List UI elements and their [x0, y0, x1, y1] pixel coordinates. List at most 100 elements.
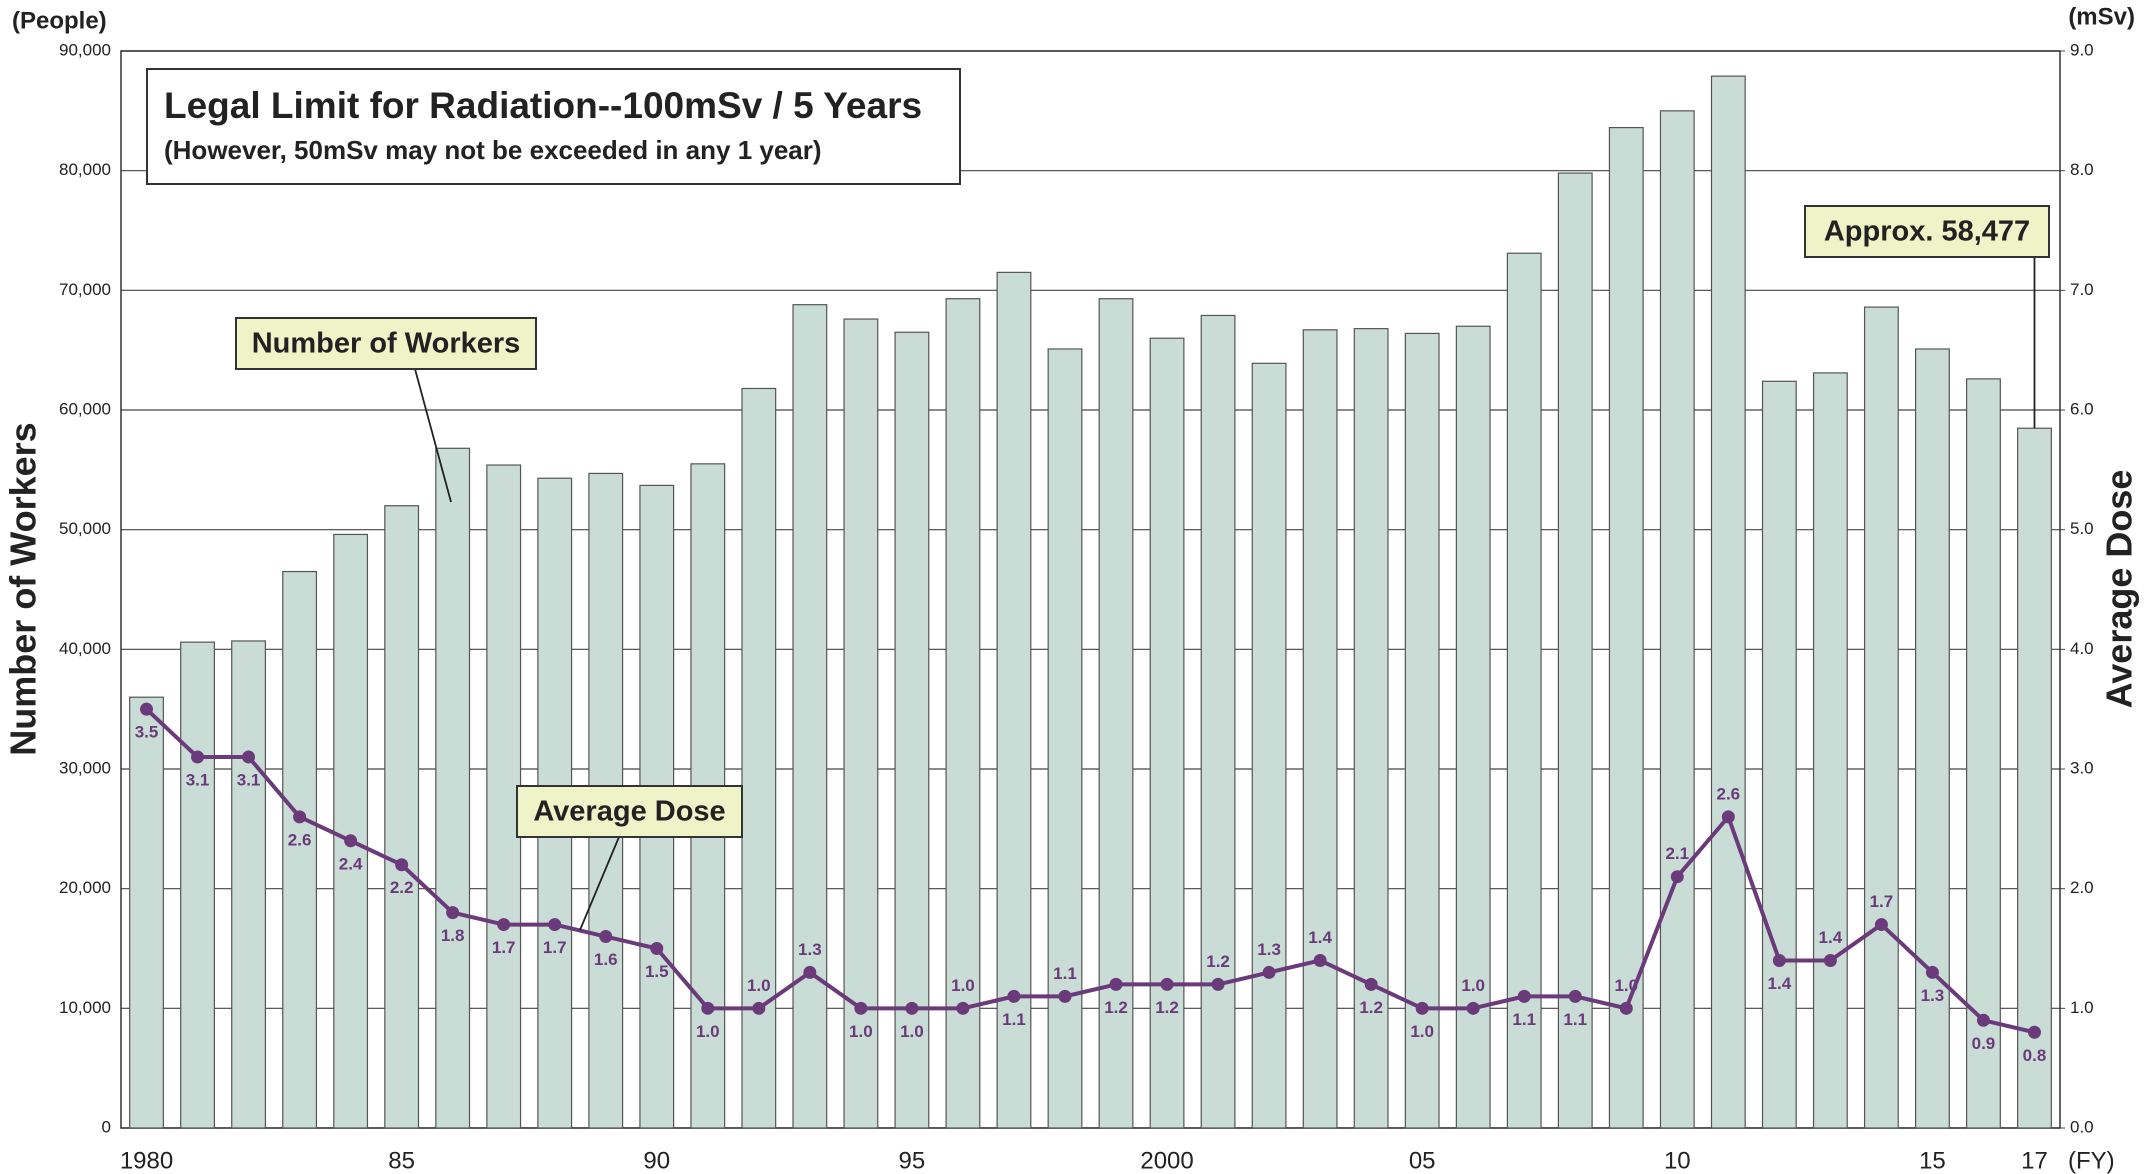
data-label: 1.0: [696, 1022, 720, 1041]
data-label: 1.8: [441, 926, 465, 945]
data-label: 1.2: [1155, 998, 1179, 1017]
point: [191, 750, 205, 764]
data-label: 1.6: [594, 950, 618, 969]
point: [1109, 977, 1123, 991]
data-label: 1.7: [492, 938, 516, 957]
workers-callout-box: [235, 317, 537, 370]
y-tick-label: 40,000: [59, 639, 111, 658]
y-tick-label: 60,000: [59, 399, 111, 418]
x-tick-label: 85: [388, 1147, 415, 1174]
data-label: 0.9: [1972, 1034, 1996, 1053]
bar: [1251, 362, 1287, 1129]
bar: [1302, 329, 1338, 1129]
bar: [1149, 337, 1185, 1129]
bar: [282, 570, 318, 1129]
y2-tick-label: 0.0: [2070, 1117, 2094, 1136]
point: [701, 1001, 715, 1015]
data-label: 1.2: [1104, 998, 1128, 1017]
point: [1058, 989, 1072, 1003]
bar: [1966, 378, 2001, 1129]
bar: [435, 447, 471, 1129]
y2-tick-label: 6.0: [2070, 399, 2094, 418]
point: [956, 1001, 970, 1015]
y-tick-label: 80,000: [59, 160, 111, 179]
data-label: 1.5: [645, 962, 669, 981]
bar: [2017, 427, 2052, 1129]
y2-tick-label: 5.0: [2070, 519, 2094, 538]
bar: [1506, 252, 1542, 1129]
point: [497, 918, 511, 932]
bar: [843, 318, 879, 1129]
data-label: 1.3: [1257, 940, 1281, 959]
line: [145, 707, 2035, 1035]
y2-tick-label: 1.0: [2070, 998, 2094, 1017]
chart-title: Legal Limit for Radiation--100mSv / 5 Ye…: [164, 85, 922, 126]
data-label: 1.1: [1512, 1010, 1536, 1029]
y2-unit: (mSv): [2068, 3, 2135, 30]
y2-tick-label: 2.0: [2070, 878, 2094, 897]
bar: [384, 505, 420, 1129]
y-tick-label: 50,000: [59, 519, 111, 538]
point: [1364, 977, 1378, 991]
point: [1874, 918, 1888, 932]
point: [905, 1001, 919, 1015]
x-tick-label: 15: [1919, 1147, 1946, 1174]
y2-tick-label: 4.0: [2070, 639, 2094, 658]
title-box: [146, 68, 961, 185]
dose-callout-box: [516, 785, 743, 838]
data-label: 1.1: [1563, 1010, 1587, 1029]
point: [548, 918, 562, 932]
point: [1313, 953, 1327, 967]
x-tick-label: 10: [1664, 1147, 1691, 1174]
data-label: 1.2: [1359, 998, 1383, 1017]
data-label: 1.1: [1053, 964, 1077, 983]
x-tick-label: 95: [899, 1147, 926, 1174]
data-label: 1.4: [1819, 928, 1843, 947]
point: [1568, 989, 1582, 1003]
bar: [486, 464, 522, 1129]
point: [344, 834, 358, 848]
point: [1670, 870, 1684, 884]
point: [803, 965, 817, 979]
point: [599, 930, 613, 944]
data-label: 0.8: [2023, 1046, 2047, 1065]
bar: [231, 640, 267, 1129]
bar: [333, 533, 369, 1129]
workers-callout: Number of Workers: [252, 328, 521, 360]
data-label: 3.1: [186, 771, 210, 790]
data-label: 1.3: [798, 940, 822, 959]
bar: [792, 304, 828, 1129]
bar: [1608, 126, 1644, 1129]
bar: [1812, 372, 1848, 1129]
data-label: 1.7: [543, 938, 567, 957]
y2-tick-label: 3.0: [2070, 758, 2094, 777]
x-tick-label: 90: [643, 1147, 670, 1174]
point: [293, 810, 307, 824]
bar: [996, 271, 1032, 1129]
data-label: 2.1: [1665, 844, 1689, 863]
x-unit: (FY): [2068, 1147, 2115, 1174]
bar: [945, 298, 981, 1129]
point: [1619, 1001, 1633, 1015]
data-label: 1.0: [849, 1022, 873, 1041]
y2-tick-label: 8.0: [2070, 160, 2094, 179]
data-label: 1.7: [1870, 892, 1894, 911]
point: [1466, 1001, 1480, 1015]
x-tick-label: 05: [1409, 1147, 1436, 1174]
bar: [1914, 348, 1950, 1129]
y-axis-title: Number of Workers: [3, 422, 44, 755]
point: [446, 906, 460, 920]
data-label: 1.0: [1614, 976, 1638, 995]
bar: [741, 387, 777, 1129]
bar: [129, 696, 164, 1129]
last-callout-box: [1804, 205, 2050, 258]
point: [752, 1001, 766, 1015]
bar: [1710, 75, 1746, 1129]
point: [1160, 977, 1174, 991]
chart-subtitle: (However, 50mSv may not be exceeded in a…: [164, 135, 822, 165]
data-label: 1.1: [1002, 1010, 1026, 1029]
point: [1211, 977, 1225, 991]
bar: [1557, 172, 1593, 1129]
dose-callout: Average Dose: [533, 796, 725, 828]
